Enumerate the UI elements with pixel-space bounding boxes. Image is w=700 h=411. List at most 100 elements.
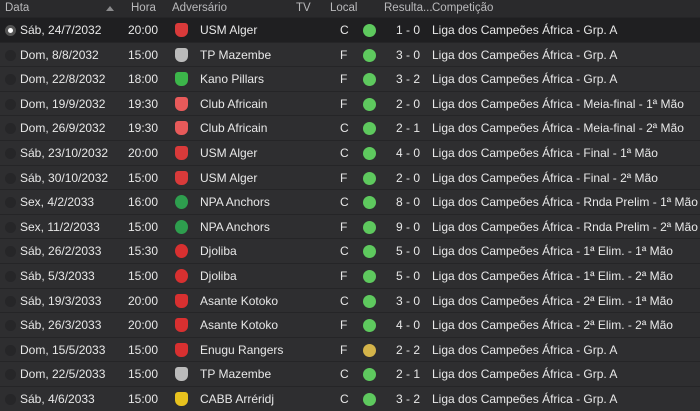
row-select-radio[interactable] (5, 98, 16, 110)
table-row[interactable]: Sáb, 19/3/2033 20:00 Asante Kotoko C 3 -… (0, 287, 700, 313)
table-row[interactable]: Sáb, 4/6/2033 15:00 CABB Arréridj C 3 - … (0, 385, 700, 411)
table-row[interactable]: Sáb, 26/2/2033 15:30 Djoliba C 5 - 0 Lig… (0, 238, 700, 263)
row-select-radio[interactable] (5, 393, 16, 405)
opponent-name[interactable]: Asante Kotoko (200, 293, 279, 308)
match-score[interactable]: 8 - 0 (396, 195, 421, 210)
opponent-name[interactable]: USM Alger (200, 23, 258, 37)
row-select-radio[interactable] (5, 49, 16, 61)
match-competition[interactable]: Liga dos Campeões África - Grp. A (432, 23, 618, 37)
match-score[interactable]: 2 - 0 (396, 96, 421, 111)
row-select-radio[interactable] (5, 123, 16, 135)
match-time: 20:00 (128, 23, 159, 37)
table-row[interactable]: Dom, 22/8/2032 18:00 Kano Pillars F 3 - … (0, 66, 700, 91)
match-score[interactable]: 5 - 0 (396, 268, 421, 283)
match-score[interactable]: 2 - 1 (396, 121, 421, 136)
column-time[interactable]: Hora (131, 2, 156, 14)
row-select-radio[interactable] (5, 270, 16, 282)
row-select-radio[interactable] (5, 320, 16, 332)
match-score[interactable]: 4 - 0 (396, 145, 421, 160)
table-row[interactable]: Sáb, 23/10/2032 20:00 USM Alger C 4 - 0 … (0, 139, 700, 165)
match-score[interactable]: 2 - 1 (396, 367, 421, 382)
match-score[interactable]: 1 - 0 (396, 23, 421, 37)
opponent-name[interactable]: TP Mazembe (200, 367, 272, 382)
opponent-name[interactable]: USM Alger (200, 145, 258, 160)
opponent-name[interactable]: Djoliba (200, 268, 237, 283)
match-score[interactable]: 3 - 2 (396, 72, 421, 87)
row-select-radio[interactable] (5, 344, 16, 356)
opponent-name[interactable]: NPA Anchors (200, 195, 270, 210)
column-competition[interactable]: Competição (432, 2, 494, 14)
match-competition[interactable]: Liga dos Campeões África - 1ª Elim. - 2ª… (432, 268, 673, 283)
club-crest-icon (175, 318, 188, 333)
opponent-name[interactable]: Club Africain (200, 96, 268, 111)
table-row[interactable]: Dom, 15/5/2033 15:00 Enugu Rangers F 2 -… (0, 336, 700, 362)
club-crest-icon (175, 47, 188, 62)
match-venue: C (340, 121, 349, 136)
opponent-name[interactable]: Kano Pillars (200, 72, 265, 87)
win-indicator-icon (363, 171, 376, 185)
row-select-radio[interactable] (5, 25, 16, 36)
row-select-radio[interactable] (5, 147, 16, 159)
table-row[interactable]: Dom, 22/5/2033 15:00 TP Mazembe C 2 - 1 … (0, 361, 700, 386)
opponent-name[interactable]: Asante Kotoko (200, 318, 279, 333)
opponent-name[interactable]: NPA Anchors (200, 219, 270, 234)
match-competition[interactable]: Liga dos Campeões África - Meia-final - … (432, 96, 684, 111)
match-score[interactable]: 9 - 0 (396, 219, 421, 234)
table-row[interactable]: Sáb, 24/7/2032 20:00 USM Alger C 1 - 0 L… (0, 17, 700, 42)
match-score[interactable]: 3 - 2 (396, 391, 421, 406)
match-venue: F (340, 268, 348, 283)
match-score[interactable]: 2 - 2 (396, 342, 421, 357)
match-date: Sáb, 30/10/2032 (20, 170, 109, 185)
table-row[interactable]: Dom, 19/9/2032 19:30 Club Africain F 2 -… (0, 90, 700, 116)
match-score[interactable]: 2 - 0 (396, 170, 421, 185)
match-score[interactable]: 3 - 0 (396, 293, 421, 308)
match-competition[interactable]: Liga dos Campeões África - Grp. A (432, 72, 618, 87)
row-select-radio[interactable] (5, 295, 16, 307)
opponent-name[interactable]: USM Alger (200, 170, 258, 185)
match-competition[interactable]: Liga dos Campeões África - Rnda Prelim -… (432, 219, 698, 234)
column-opponent[interactable]: Adversário (172, 2, 227, 14)
match-competition[interactable]: Liga dos Campeões África - Grp. A (432, 47, 618, 62)
row-select-radio[interactable] (5, 172, 16, 184)
opponent-name[interactable]: TP Mazembe (200, 47, 272, 62)
row-select-radio[interactable] (5, 197, 16, 209)
match-venue: C (340, 293, 349, 308)
column-venue[interactable]: Local (330, 2, 358, 14)
opponent-name[interactable]: Djoliba (200, 244, 237, 259)
match-score[interactable]: 3 - 0 (396, 47, 421, 62)
table-row[interactable]: Sáb, 26/3/2033 20:00 Asante Kotoko F 4 -… (0, 312, 700, 337)
match-competition[interactable]: Liga dos Campeões África - Final - 1ª Mã… (432, 145, 658, 160)
match-competition[interactable]: Liga dos Campeões África - 2ª Elim. - 2ª… (432, 318, 673, 333)
opponent-name[interactable]: Club Africain (200, 121, 268, 136)
match-competition[interactable]: Liga dos Campeões África - 2ª Elim. - 1ª… (432, 293, 673, 308)
row-select-radio[interactable] (5, 246, 16, 258)
match-competition[interactable]: Liga dos Campeões África - 1ª Elim. - 1ª… (432, 244, 673, 259)
column-date[interactable]: Data (5, 2, 30, 14)
table-row[interactable]: Dom, 26/9/2032 19:30 Club Africain C 2 -… (0, 115, 700, 140)
table-row[interactable]: Sex, 4/2/2033 16:00 NPA Anchors C 8 - 0 … (0, 189, 700, 214)
row-select-radio[interactable] (5, 369, 16, 381)
match-competition[interactable]: Liga dos Campeões África - Grp. A (432, 367, 618, 382)
sort-ascending-icon[interactable] (106, 6, 114, 11)
match-competition[interactable]: Liga dos Campeões África - Grp. A (432, 391, 618, 406)
opponent-name[interactable]: Enugu Rangers (200, 342, 284, 357)
column-result[interactable]: Resulta... (384, 2, 433, 14)
match-competition[interactable]: Liga dos Campeões África - Grp. A (432, 342, 618, 357)
table-row[interactable]: Sáb, 30/10/2032 15:00 USM Alger F 2 - 0 … (0, 164, 700, 190)
table-row[interactable]: Sáb, 5/3/2033 15:00 Djoliba F 5 - 0 Liga… (0, 262, 700, 288)
match-competition[interactable]: Liga dos Campeões África - Rnda Prelim -… (432, 195, 698, 210)
match-score[interactable]: 4 - 0 (396, 318, 421, 333)
table-row[interactable]: Sex, 11/2/2033 15:00 NPA Anchors F 9 - 0… (0, 213, 700, 239)
match-venue: F (340, 47, 348, 62)
opponent-name[interactable]: CABB Arréridj (200, 391, 275, 406)
row-select-radio[interactable] (5, 221, 16, 233)
match-competition[interactable]: Liga dos Campeões África - Meia-final - … (432, 121, 684, 136)
match-date: Sex, 4/2/2033 (20, 195, 95, 210)
club-crest-icon (175, 145, 188, 160)
row-select-radio[interactable] (5, 74, 16, 86)
match-competition[interactable]: Liga dos Campeões África - Final - 2ª Mã… (432, 170, 658, 185)
column-tv[interactable]: TV (296, 2, 311, 14)
match-date: Sáb, 23/10/2032 (20, 145, 109, 160)
table-row[interactable]: Dom, 8/8/2032 15:00 TP Mazembe F 3 - 0 L… (0, 41, 700, 67)
match-score[interactable]: 5 - 0 (396, 244, 421, 259)
